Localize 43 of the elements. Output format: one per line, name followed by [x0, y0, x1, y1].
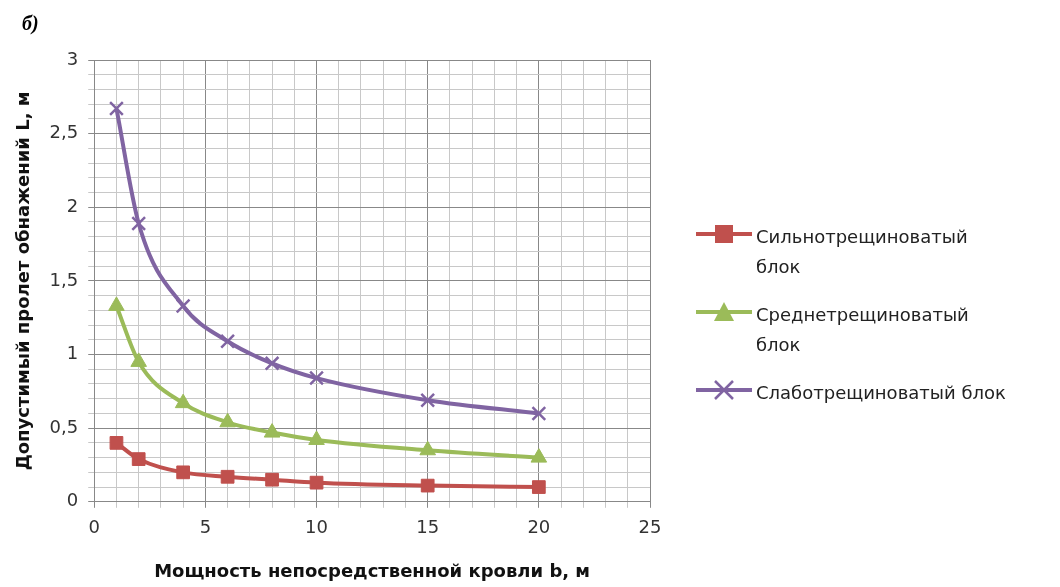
x-axis-title: Мощность непосредственной кровли b, м [154, 559, 591, 581]
point [264, 355, 280, 371]
y-tick-label: 3 [66, 47, 79, 69]
y-tick-label: 1,5 [49, 268, 79, 290]
point [220, 469, 235, 484]
point [131, 452, 146, 466]
y-tick-label: 0,5 [49, 415, 79, 437]
point [308, 370, 325, 386]
point [263, 423, 281, 438]
point [176, 465, 191, 480]
y-tick-label: 1 [66, 342, 79, 364]
point [219, 412, 236, 428]
point [308, 430, 325, 445]
point [419, 440, 436, 456]
x-tick-label: 10 [305, 516, 328, 538]
legend-label: Слаботрещиноватый блок [756, 381, 1006, 405]
point [220, 333, 236, 349]
point [109, 436, 124, 450]
point [175, 298, 191, 314]
legend-label: Среднетрещиноватый блок [756, 303, 970, 357]
point [531, 405, 547, 422]
x-tick-label: 15 [416, 516, 440, 538]
chart-title: б) [22, 12, 39, 35]
point [131, 215, 147, 232]
point [108, 100, 125, 117]
point [420, 392, 436, 408]
legend-label: Сильнотрещиноватый блок [756, 225, 969, 279]
point [420, 478, 435, 493]
y-axis-title: Допустимый пролет обнажений L, м [12, 91, 34, 471]
point [174, 393, 192, 409]
point [130, 352, 147, 367]
x-tick-label: 0 [88, 516, 100, 538]
y-tick-label: 2,5 [49, 121, 79, 143]
x-tick-label: 5 [199, 516, 212, 538]
point [531, 480, 546, 494]
point [108, 296, 125, 311]
x-tick-label: 25 [638, 516, 662, 538]
x-tick-label: 20 [527, 516, 551, 538]
point [309, 475, 324, 490]
point [530, 448, 548, 463]
y-tick-label: 2 [66, 194, 79, 216]
point [265, 472, 279, 487]
y-tick-label: 0 [66, 489, 79, 511]
